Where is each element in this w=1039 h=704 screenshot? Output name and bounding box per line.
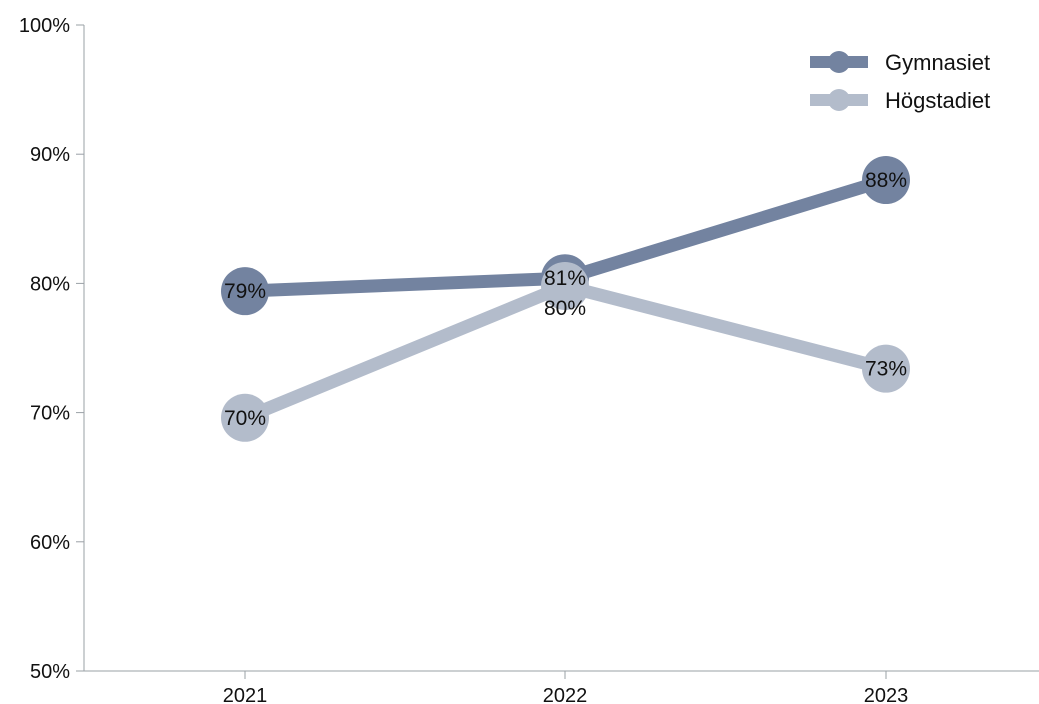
data-label: 70%: [224, 407, 266, 430]
data-point: [221, 267, 269, 316]
y-tick-label: 90%: [30, 144, 70, 166]
legend-swatch-marker: [828, 89, 850, 111]
legend-swatch-marker: [828, 51, 850, 73]
legend-label: Högstadiet: [885, 88, 990, 113]
data-label: 80%: [544, 297, 586, 320]
y-tick-label: 60%: [30, 532, 70, 554]
data-point: [541, 261, 589, 310]
legend-label: Gymnasiet: [885, 50, 990, 75]
y-tick-label: 100%: [19, 15, 70, 37]
data-labels: 79% 81% 88% 70% 80% 73%: [224, 169, 907, 430]
legend: Gymnasiet Högstadiet: [810, 50, 990, 113]
y-tick-label: 50%: [30, 661, 70, 683]
x-axis: 2021 2022 2023: [223, 671, 909, 704]
y-tick-label: 80%: [30, 273, 70, 295]
series-points: [221, 156, 910, 442]
data-point: [221, 393, 269, 442]
data-label: 79%: [224, 280, 266, 303]
data-point: [862, 344, 910, 393]
y-tick-label: 70%: [30, 403, 70, 425]
x-tick-label: 2023: [864, 685, 909, 704]
data-point: [862, 156, 910, 205]
data-label: 81%: [544, 267, 586, 290]
x-tick-label: 2022: [543, 685, 588, 704]
x-tick-label: 2021: [223, 685, 268, 704]
data-label: 88%: [865, 169, 907, 192]
y-axis: 50% 60% 70% 80% 90% 100%: [19, 15, 84, 683]
data-label: 73%: [865, 358, 907, 381]
